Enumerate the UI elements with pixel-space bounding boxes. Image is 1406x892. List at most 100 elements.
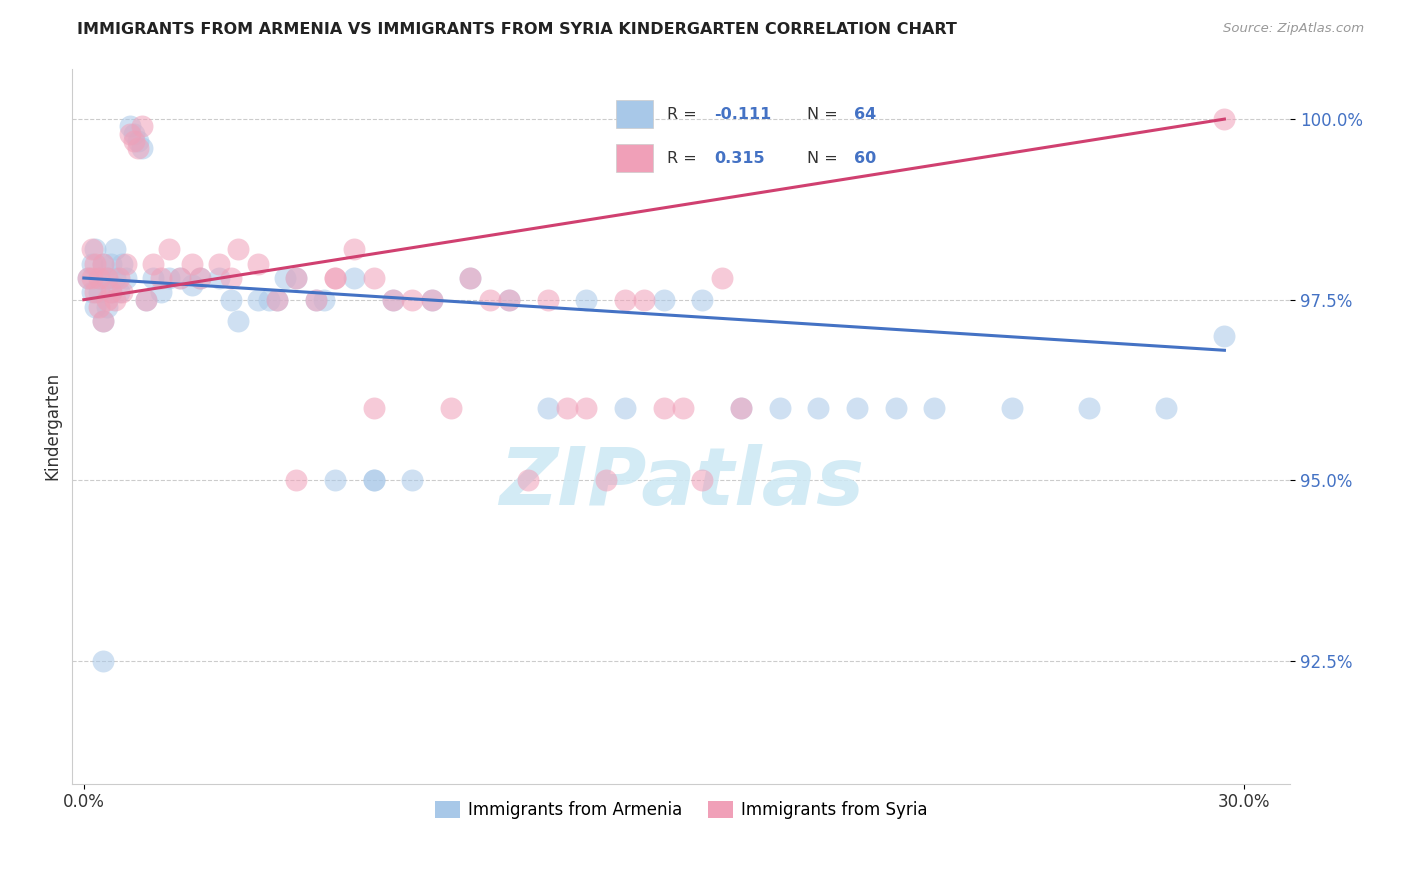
- Point: [150, 285, 173, 300]
- Point: [323, 271, 346, 285]
- Point: [84, 242, 107, 256]
- Point: [89, 271, 111, 285]
- Point: [382, 293, 405, 307]
- Point: [363, 271, 385, 285]
- Point: [169, 271, 191, 285]
- Point: [692, 293, 714, 307]
- Point: [120, 127, 142, 141]
- Point: [111, 256, 134, 270]
- Point: [1156, 401, 1178, 415]
- Point: [131, 141, 153, 155]
- Point: [246, 293, 269, 307]
- Point: [575, 293, 598, 307]
- Point: [157, 271, 180, 285]
- Point: [135, 293, 157, 307]
- Point: [80, 256, 103, 270]
- Point: [122, 127, 145, 141]
- Point: [730, 401, 752, 415]
- Point: [84, 256, 107, 270]
- Point: [122, 134, 145, 148]
- Point: [76, 271, 98, 285]
- Point: [555, 401, 578, 415]
- Point: [363, 401, 385, 415]
- Point: [305, 293, 328, 307]
- Point: [91, 256, 114, 270]
- Point: [401, 293, 423, 307]
- Point: [76, 271, 98, 285]
- Point: [1001, 401, 1024, 415]
- Point: [104, 271, 127, 285]
- Point: [107, 271, 129, 285]
- Point: [517, 473, 540, 487]
- Point: [323, 271, 346, 285]
- Point: [104, 293, 127, 307]
- Point: [1213, 112, 1236, 127]
- Point: [274, 271, 297, 285]
- Legend: Immigrants from Armenia, Immigrants from Syria: Immigrants from Armenia, Immigrants from…: [429, 794, 934, 825]
- Point: [246, 256, 269, 270]
- Point: [188, 271, 211, 285]
- Point: [96, 271, 118, 285]
- Point: [498, 293, 520, 307]
- Point: [89, 285, 111, 300]
- Point: [219, 271, 242, 285]
- Point: [96, 271, 118, 285]
- Point: [420, 293, 443, 307]
- Point: [575, 401, 598, 415]
- Point: [363, 473, 385, 487]
- Point: [846, 401, 869, 415]
- Point: [96, 300, 118, 314]
- Point: [135, 293, 157, 307]
- Point: [89, 271, 111, 285]
- Point: [104, 242, 127, 256]
- Point: [100, 285, 122, 300]
- Point: [710, 271, 733, 285]
- Point: [401, 473, 423, 487]
- Point: [100, 256, 122, 270]
- Point: [219, 293, 242, 307]
- Point: [730, 401, 752, 415]
- Point: [127, 134, 149, 148]
- Point: [460, 271, 482, 285]
- Point: [80, 271, 103, 285]
- Point: [120, 120, 142, 134]
- Point: [478, 293, 501, 307]
- Point: [169, 271, 191, 285]
- Point: [652, 401, 675, 415]
- Point: [884, 401, 907, 415]
- Point: [285, 271, 308, 285]
- Point: [181, 256, 204, 270]
- Point: [89, 300, 111, 314]
- Point: [1213, 328, 1236, 343]
- Point: [115, 271, 138, 285]
- Point: [672, 401, 695, 415]
- Point: [142, 256, 165, 270]
- Point: [91, 314, 114, 328]
- Point: [208, 256, 231, 270]
- Point: [537, 401, 560, 415]
- Point: [1078, 401, 1101, 415]
- Point: [142, 271, 165, 285]
- Point: [266, 293, 288, 307]
- Point: [633, 293, 655, 307]
- Point: [382, 293, 405, 307]
- Point: [440, 401, 463, 415]
- Point: [91, 314, 114, 328]
- Point: [84, 285, 107, 300]
- Point: [305, 293, 328, 307]
- Point: [96, 293, 118, 307]
- Point: [363, 473, 385, 487]
- Point: [285, 271, 308, 285]
- Point: [111, 285, 134, 300]
- Text: ZIPatlas: ZIPatlas: [499, 444, 863, 523]
- Point: [312, 293, 335, 307]
- Point: [460, 271, 482, 285]
- Point: [692, 473, 714, 487]
- Point: [131, 120, 153, 134]
- Point: [343, 271, 366, 285]
- Point: [769, 401, 792, 415]
- Point: [259, 293, 281, 307]
- Point: [420, 293, 443, 307]
- Point: [150, 271, 173, 285]
- Point: [127, 141, 149, 155]
